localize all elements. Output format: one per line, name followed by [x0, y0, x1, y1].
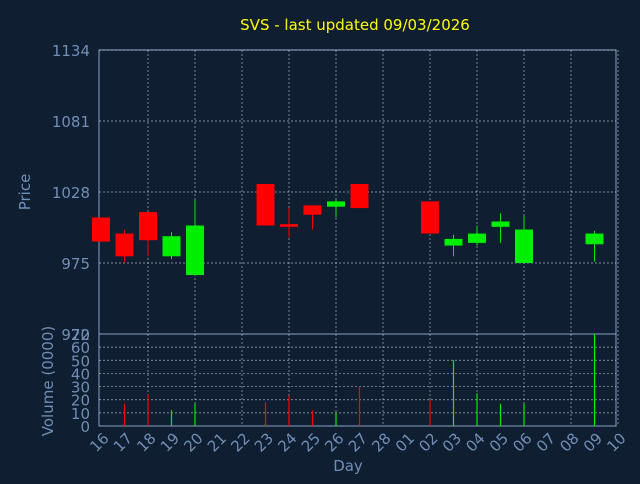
candle-body — [256, 183, 275, 226]
candle-17 — [115, 229, 134, 262]
volume-y-tick-label: 10 — [71, 405, 90, 423]
x-tick-label: 28 — [368, 429, 394, 455]
x-tick-label: 09 — [580, 429, 606, 455]
candle-body — [421, 201, 439, 234]
x-tick-label: 10 — [603, 429, 629, 455]
x-tick-label: 25 — [298, 429, 324, 455]
candle-20 — [186, 200, 204, 276]
candle-19 — [162, 232, 181, 259]
price-y-tick-label: 1081 — [52, 113, 90, 131]
x-tick-label: 03 — [439, 429, 465, 455]
x-tick-label: 17 — [110, 429, 136, 455]
candle-05 — [491, 213, 510, 243]
candle-25 — [303, 205, 322, 230]
candle-body — [515, 229, 533, 263]
volume-y-tick-label: 70 — [71, 326, 90, 344]
candle-24 — [280, 208, 298, 238]
candle-16 — [92, 217, 110, 242]
candle-body — [92, 217, 110, 242]
x-axis-label: Day — [333, 457, 363, 475]
volume-y-tick-label: 0 — [80, 418, 90, 436]
candles — [92, 183, 604, 276]
candle-body — [468, 233, 486, 243]
volume-y-tick-label: 60 — [71, 339, 90, 357]
candle-body — [186, 225, 204, 276]
x-tick-label: 16 — [86, 429, 112, 455]
volume-y-tick-label: 40 — [71, 365, 90, 383]
candle-23 — [256, 183, 275, 226]
volume-y-tick-label: 20 — [71, 392, 90, 410]
candle-body — [444, 238, 463, 246]
x-tick-labels: 1617181920212223242526272801020304050607… — [86, 429, 629, 455]
candle-09 — [585, 230, 604, 262]
candle-body — [303, 205, 322, 215]
candle-body — [585, 233, 604, 245]
x-tick-label: 18 — [133, 429, 159, 455]
x-tick-label: 27 — [345, 429, 371, 455]
x-tick-label: 06 — [509, 429, 535, 455]
candle-04 — [468, 225, 486, 246]
volume-panel-frame — [98, 333, 617, 427]
candle-body — [280, 224, 298, 227]
candle-body — [162, 236, 181, 257]
x-tick-label: 24 — [274, 429, 300, 455]
price-y-tick-label: 975 — [61, 255, 90, 273]
price-y-tick-label: 1028 — [52, 184, 90, 202]
candle-02 — [421, 201, 439, 234]
x-tick-label: 04 — [462, 429, 488, 455]
x-tick-label: 22 — [227, 429, 253, 455]
volume-y-tick-label: 50 — [71, 352, 90, 370]
candle-18 — [139, 212, 157, 257]
candle-27 — [350, 183, 369, 209]
price-axis-label: Price — [16, 174, 34, 211]
candle-06 — [515, 216, 533, 263]
price-grid — [99, 49, 619, 335]
x-tick-label: 02 — [415, 429, 441, 455]
volume-bars — [123, 334, 596, 426]
volume-grid — [99, 334, 619, 426]
chart-title: SVS - last updated 09/03/2026 — [240, 16, 470, 34]
x-tick-label: 21 — [204, 429, 230, 455]
x-tick-label: 07 — [533, 429, 559, 455]
candle-26 — [327, 198, 345, 218]
x-tick-label: 01 — [392, 429, 418, 455]
x-tick-label: 20 — [180, 429, 206, 455]
price-y-tick-label: 1134 — [52, 42, 90, 60]
x-tick-label: 08 — [556, 429, 582, 455]
volume-axis-label: Volume (0000) — [39, 326, 57, 436]
candle-body — [115, 233, 134, 257]
candle-body — [491, 221, 510, 227]
candle-body — [139, 212, 157, 241]
candle-body — [350, 183, 369, 209]
candle-body — [327, 201, 345, 207]
x-tick-label: 26 — [321, 429, 347, 455]
price-y-tick-label: 922 — [61, 326, 90, 344]
candle-03 — [444, 234, 463, 257]
x-tick-label: 23 — [251, 429, 277, 455]
x-tick-label: 05 — [486, 429, 512, 455]
price-y-tick-labels: 922 975 1028 1081 1134 — [52, 42, 90, 344]
volume-y-tick-label: 30 — [71, 379, 90, 397]
x-tick-label: 19 — [157, 429, 183, 455]
